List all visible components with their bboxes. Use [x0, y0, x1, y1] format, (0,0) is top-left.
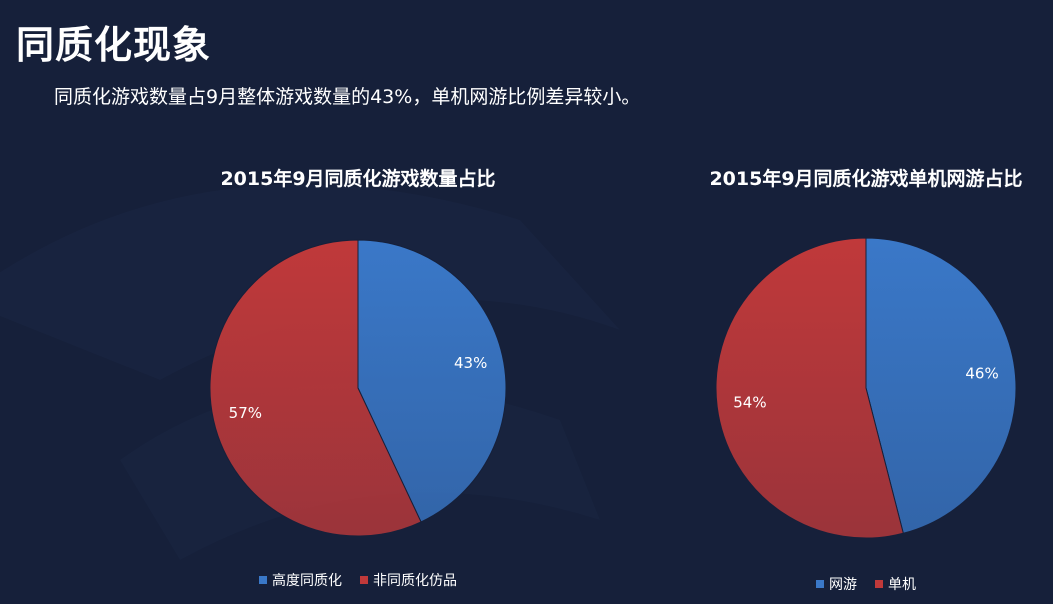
- pie-chart: 43% 57%: [209, 239, 507, 537]
- legend-label: 非同质化仿品: [373, 573, 457, 589]
- pie-slice-blue: [357, 239, 507, 523]
- legend-item: 单机: [875, 574, 916, 594]
- chart-title: 2015年9月同质化游戏数量占比: [220, 168, 496, 190]
- pie-data-label: 57%: [229, 404, 262, 422]
- legend-label: 网游: [829, 577, 857, 593]
- legend-swatch-red: [875, 580, 883, 588]
- page-title: 同质化现象: [16, 23, 212, 67]
- pie-chart: 46% 54%: [715, 237, 1017, 539]
- legend-swatch-blue: [816, 580, 824, 588]
- legend-swatch-blue: [259, 576, 267, 584]
- chart-legend: 高度同质化 非同质化仿品: [158, 570, 558, 590]
- legend-label: 高度同质化: [272, 573, 342, 589]
- pie-data-label: 54%: [733, 394, 766, 412]
- chart-panel-1: 2015年9月同质化游戏数量占比 43% 57% 高度同质化 非同质化仿品: [158, 158, 558, 598]
- legend-swatch-red: [360, 576, 368, 584]
- pie-slice-blue: [865, 237, 1017, 534]
- legend-label: 单机: [888, 577, 916, 593]
- legend-item: 非同质化仿品: [360, 570, 457, 590]
- pie-data-label: 46%: [965, 364, 998, 382]
- pie-slice-red: [209, 239, 422, 537]
- chart-legend: 网游 单机: [690, 574, 1042, 594]
- pie-slice-red: [715, 237, 904, 539]
- chart-panel-2: 2015年9月同质化游戏单机网游占比 46% 54% 网游 单机: [690, 158, 1042, 604]
- legend-item: 网游: [816, 574, 857, 594]
- chart-title: 2015年9月同质化游戏单机网游占比: [709, 168, 1023, 190]
- legend-item: 高度同质化: [259, 570, 342, 590]
- pie-data-label: 43%: [454, 354, 487, 372]
- page-subtitle: 同质化游戏数量占9月整体游戏数量的43%，单机网游比例差异较小。: [54, 86, 641, 108]
